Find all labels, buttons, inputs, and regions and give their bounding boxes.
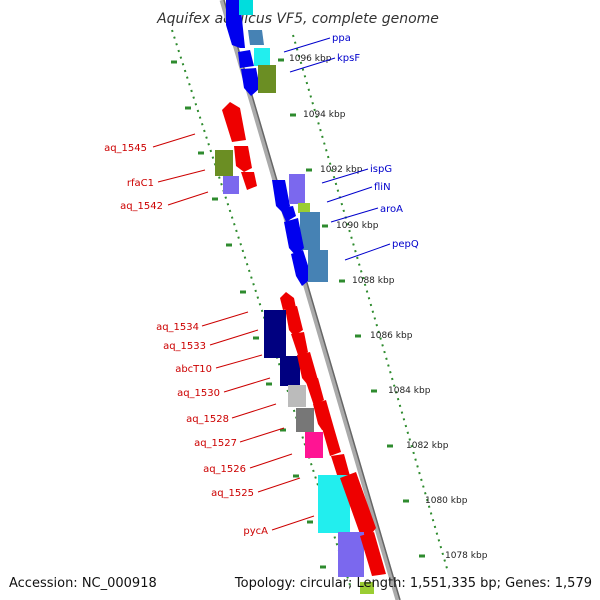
gene-label: aq_1545: [104, 143, 147, 154]
leader-lines-right: [283, 37, 391, 261]
gene-box: [308, 250, 328, 282]
gene-label: fliN: [374, 182, 391, 193]
gene-box: [254, 48, 270, 66]
gene-arrow: [280, 206, 296, 222]
gene-box: [239, 0, 253, 15]
gene-label: aq_1525: [211, 488, 254, 499]
gene-label: aq_1526: [203, 464, 246, 475]
gene-arrow: [306, 378, 324, 406]
gene-box: [280, 356, 300, 386]
gene-arrow: [322, 428, 341, 456]
kbp-label: 1096 kbp: [289, 54, 332, 64]
gene-arrow: [331, 454, 350, 478]
outer-major-ticks: [278, 58, 425, 558]
gene-arrow: [238, 50, 254, 68]
gene-arrow: [222, 102, 246, 142]
genome-backbone: [219, 0, 401, 600]
gene-cluster-lower: [264, 292, 386, 594]
gene-arrow: [234, 146, 252, 172]
gene-label: aq_1528: [186, 414, 229, 425]
gene-box: [289, 174, 305, 204]
gene-box: [305, 432, 323, 458]
gene-label: aq_1530: [177, 388, 220, 399]
gene-label: aroA: [380, 204, 403, 215]
kbp-label: 1078 kbp: [445, 551, 488, 561]
gene-box: [215, 150, 233, 176]
kbp-label: 1094 kbp: [303, 110, 346, 120]
gene-arrow: [313, 400, 334, 430]
kbp-label: 1088 kbp: [352, 276, 395, 286]
accession-text: Accession: NC_000918: [9, 576, 157, 591]
gene-arrow: [241, 172, 257, 190]
inner-major-ticks: [171, 60, 326, 569]
gene-label: ispG: [370, 164, 392, 175]
genome-stats-text: Topology: circular; Length: 1,551,335 bp…: [234, 576, 592, 591]
kbp-label: 1084 kbp: [388, 386, 431, 396]
gene-label: aq_1527: [194, 438, 237, 449]
kbp-label: 1080 kbp: [425, 496, 468, 506]
gene-label: pycA: [243, 526, 268, 537]
gene-arrow: [340, 472, 376, 536]
gene-arrow: [241, 68, 260, 96]
gene-arrow: [291, 332, 308, 358]
gene-box: [288, 385, 306, 407]
gene-box: [298, 203, 310, 213]
kbp-label: 1090 kbp: [336, 221, 379, 231]
gene-arrow: [291, 250, 312, 286]
gene-label: pepQ: [392, 239, 419, 250]
gene-arrow: [285, 306, 303, 336]
leader-lines-left: [152, 133, 315, 531]
gene-label: aq_1533: [163, 341, 206, 352]
gene-cluster-middle: [272, 174, 328, 286]
gene-box: [338, 532, 364, 577]
gene-label: aq_1542: [120, 201, 163, 212]
gene-label: kpsF: [337, 53, 360, 64]
kbp-label: 1082 kbp: [406, 441, 449, 451]
gene-box: [264, 310, 286, 358]
gene-arrow: [272, 180, 290, 212]
kbp-label: 1092 kbp: [320, 165, 363, 175]
gene-box: [258, 65, 276, 93]
gene-cluster-top: [226, 0, 276, 96]
gene-label: ppa: [332, 33, 351, 44]
gene-arrow: [297, 352, 318, 384]
gene-label: rfaC1: [127, 178, 154, 189]
gene-cluster-left: [215, 102, 257, 194]
map-title: Aquifex aeolicus VF5, complete genome: [156, 11, 439, 27]
gene-arrow: [360, 532, 386, 576]
gene-box: [296, 408, 314, 432]
gene-label: abcT10: [175, 364, 212, 375]
gene-box: [360, 582, 374, 594]
gene-arrow: [248, 30, 264, 45]
gene-arrow: [280, 292, 296, 310]
genome-backbone-shadow: [223, 0, 401, 600]
gene-box: [300, 212, 320, 250]
kbp-label: 1086 kbp: [370, 331, 413, 341]
gene-arrow: [284, 218, 304, 256]
gene-label: aq_1534: [156, 322, 199, 333]
gene-box: [223, 176, 239, 194]
